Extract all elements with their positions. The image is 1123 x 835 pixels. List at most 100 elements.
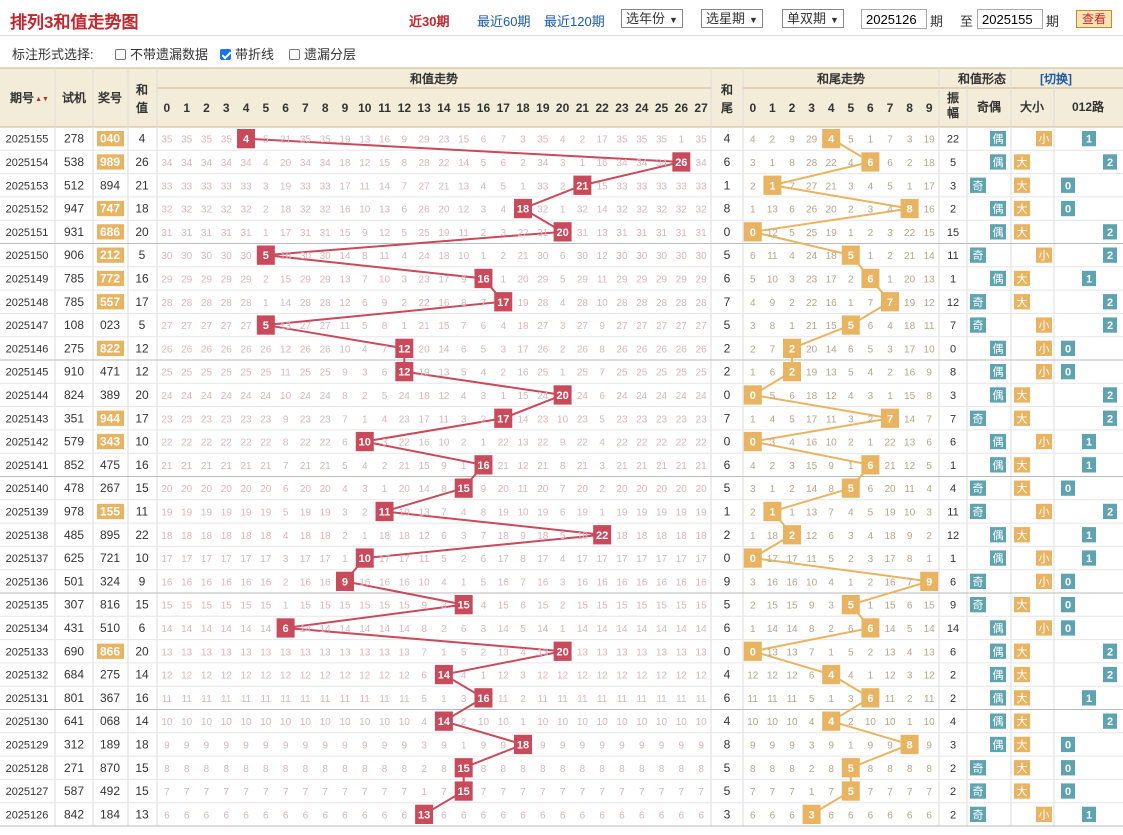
omission-cell: 28 bbox=[201, 298, 213, 309]
omission-cell: 17 bbox=[221, 554, 233, 565]
bigsmall-badge bbox=[1014, 527, 1030, 543]
amp-cell: 2 bbox=[950, 693, 956, 705]
prize-highlight bbox=[97, 154, 124, 170]
omission-cell: 8 bbox=[243, 764, 249, 775]
switch-link[interactable]: [切换] bbox=[1040, 71, 1072, 86]
tail-ball-value: 5 bbox=[848, 786, 854, 798]
trial-cell: 485 bbox=[64, 528, 84, 542]
omission-cell: 10 bbox=[280, 391, 292, 402]
omission-cell: 15 bbox=[616, 601, 628, 612]
period-link-60[interactable]: 最近60期 bbox=[477, 14, 531, 29]
option-with-line[interactable]: 带折线 bbox=[220, 44, 274, 63]
omission-cell: 5 bbox=[848, 647, 854, 658]
week-select[interactable]: 选星期 ▼ bbox=[701, 9, 763, 28]
omission-cell: 18 bbox=[904, 321, 916, 332]
trial-cell: 785 bbox=[64, 271, 84, 285]
sort-arrow-icon[interactable]: ▲▼ bbox=[35, 96, 49, 103]
omission-cell: 31 bbox=[221, 228, 233, 239]
omission-cell: 16 bbox=[161, 577, 173, 588]
omission-cell: 2 bbox=[848, 205, 854, 216]
oddeven-select[interactable]: 单双期 ▼ bbox=[782, 9, 844, 28]
year-select[interactable]: 选年份 ▼ bbox=[621, 9, 683, 28]
from-period-input[interactable] bbox=[861, 9, 927, 29]
omission-cell: 3 bbox=[382, 438, 388, 449]
omission-cell: 16 bbox=[884, 577, 896, 588]
omission-cell: 23 bbox=[221, 414, 233, 425]
omission-cell: 30 bbox=[537, 251, 549, 262]
omission-cell: 13 bbox=[597, 647, 609, 658]
sum-digit-header: 16 bbox=[477, 101, 491, 115]
period-link-120[interactable]: 最近120期 bbox=[544, 14, 605, 29]
tail-ball-value: 6 bbox=[867, 623, 873, 635]
omission-cell: 5 bbox=[441, 554, 447, 565]
omission-cell: 9 bbox=[283, 414, 289, 425]
omission-cell: 11 bbox=[557, 694, 568, 705]
omission-cell: 25 bbox=[320, 368, 332, 379]
prize-cell: 475 bbox=[100, 458, 120, 472]
omission-cell: 13 bbox=[636, 647, 648, 658]
omission-cell: 4 bbox=[560, 554, 566, 565]
omission-cell: 10 bbox=[260, 717, 272, 728]
option-no-omission[interactable]: 不带遗漏数据 bbox=[115, 44, 208, 63]
omission-cell: 9 bbox=[599, 740, 605, 751]
omission-cell: 9 bbox=[500, 740, 506, 751]
omission-cell: 31 bbox=[181, 228, 193, 239]
checkbox-omission-layer[interactable] bbox=[289, 49, 300, 60]
bigsmall-value: 大 bbox=[1017, 411, 1028, 425]
oddeven-value: 奇 bbox=[973, 762, 984, 775]
omission-cell: 16 bbox=[260, 577, 272, 588]
checkbox-no-omission[interactable] bbox=[115, 49, 126, 60]
sum-digit-header: 5 bbox=[262, 101, 269, 115]
omission-cell: 1 bbox=[770, 158, 776, 169]
period-link-30[interactable]: 近30期 bbox=[409, 14, 450, 29]
oddeven-badge bbox=[990, 550, 1006, 566]
omission-cell: 30 bbox=[240, 251, 252, 262]
tail-cell: 0 bbox=[724, 644, 731, 658]
omission-cell: 22 bbox=[498, 438, 510, 449]
checkbox-with-line[interactable] bbox=[220, 49, 231, 60]
omission-cell: 1 bbox=[263, 228, 269, 239]
omission-cell: 7 bbox=[560, 787, 566, 798]
bigsmall-badge bbox=[1014, 224, 1030, 240]
road012-badge bbox=[1082, 527, 1096, 543]
omission-cell: 15 bbox=[438, 321, 450, 332]
omission-cell: 20 bbox=[696, 484, 708, 495]
sum-digit-header: 0 bbox=[164, 101, 171, 115]
omission-cell: 2 bbox=[481, 414, 487, 425]
bigsmall-value: 大 bbox=[1017, 202, 1028, 216]
omission-cell: 11 bbox=[280, 368, 291, 379]
omission-cell: 15 bbox=[826, 321, 838, 332]
trial-cell: 307 bbox=[64, 598, 84, 612]
omission-cell: 3 bbox=[750, 321, 756, 332]
omission-cell: 3 bbox=[283, 554, 289, 565]
to-period-input[interactable] bbox=[977, 9, 1043, 29]
chevron-down-icon: ▼ bbox=[749, 15, 758, 25]
omission-cell: 16 bbox=[359, 577, 371, 588]
omission-cell: 5 bbox=[342, 461, 348, 472]
bigsmall-value: 大 bbox=[1017, 225, 1028, 239]
period-cell: 2025126 bbox=[6, 809, 49, 821]
omission-cell: 6 bbox=[283, 484, 289, 495]
omission-cell: 18 bbox=[320, 531, 332, 542]
sum-ball-value: 20 bbox=[556, 227, 568, 239]
omission-cell: 10 bbox=[458, 251, 470, 262]
road012-badge bbox=[1061, 760, 1075, 776]
omission-cell: 24 bbox=[656, 391, 668, 402]
option-omission-layer[interactable]: 遗漏分层 bbox=[289, 44, 356, 63]
omission-cell: 30 bbox=[221, 251, 233, 262]
query-button[interactable]: 查看 bbox=[1076, 10, 1112, 28]
omission-cell: 1 bbox=[441, 694, 447, 705]
omission-cell: 15 bbox=[399, 601, 411, 612]
road012-value: 2 bbox=[1107, 320, 1113, 332]
omission-cell: 35 bbox=[696, 135, 708, 146]
sum-cell: 17 bbox=[135, 295, 149, 309]
bigsmall-value: 小 bbox=[1039, 622, 1050, 635]
omission-cell: 25 bbox=[221, 368, 233, 379]
omission-cell: 11 bbox=[300, 694, 311, 705]
omission-cell: 5 bbox=[560, 531, 566, 542]
omission-cell: 2 bbox=[848, 554, 854, 565]
bigsmall-badge bbox=[1014, 690, 1030, 706]
omission-cell: 22 bbox=[221, 438, 233, 449]
trial-cell: 579 bbox=[64, 435, 84, 449]
omission-cell: 8 bbox=[750, 764, 756, 775]
